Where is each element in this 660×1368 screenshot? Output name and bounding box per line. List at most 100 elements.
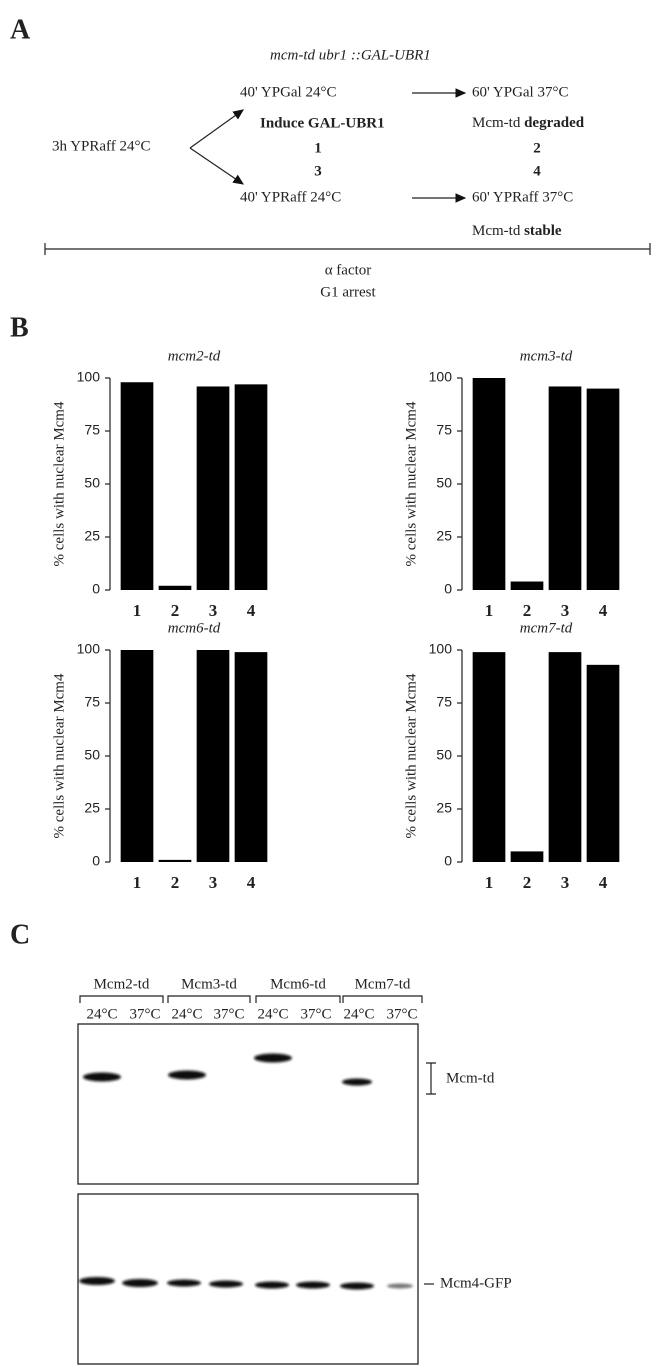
bar bbox=[121, 650, 154, 862]
band bbox=[167, 1280, 201, 1287]
result-word: stable bbox=[524, 223, 562, 239]
bar bbox=[549, 386, 582, 590]
result: Mcm-td degraded bbox=[472, 115, 585, 131]
bar bbox=[511, 851, 544, 862]
y-tick-label: 0 bbox=[92, 853, 100, 869]
bar bbox=[121, 382, 154, 590]
y-tick-label: 75 bbox=[436, 422, 452, 438]
result-word: degraded bbox=[524, 115, 585, 131]
band bbox=[209, 1281, 243, 1288]
band bbox=[83, 1073, 121, 1082]
y-tick-label: 25 bbox=[84, 800, 100, 816]
x-tick-label: 1 bbox=[485, 873, 494, 892]
band bbox=[387, 1284, 413, 1289]
strain: mcm-td ubr1 ::GAL-UBR1 bbox=[270, 47, 431, 63]
condition: 4 bbox=[533, 163, 541, 179]
y-axis-label: % cells with nuclear Mcm4 bbox=[51, 673, 67, 838]
arrow bbox=[190, 148, 243, 184]
band-label: Mcm4-GFP bbox=[440, 1275, 512, 1291]
x-tick-label: 2 bbox=[171, 601, 180, 620]
y-tick-label: 25 bbox=[436, 800, 452, 816]
y-tick-label: 50 bbox=[436, 475, 452, 491]
lane-group: Mcm2-td bbox=[94, 976, 150, 992]
condition: 2 bbox=[533, 140, 541, 156]
lane-temperature: 24°C bbox=[343, 1006, 374, 1022]
x-tick-label: 4 bbox=[247, 873, 256, 892]
y-tick-label: 0 bbox=[444, 853, 452, 869]
step: 40' YPGal 24°C bbox=[240, 84, 336, 100]
lane-temperature: 37°C bbox=[129, 1006, 160, 1022]
y-tick-label: 0 bbox=[444, 581, 452, 597]
result-prefix: Mcm-td bbox=[472, 115, 521, 131]
lane-group: Mcm7-td bbox=[355, 976, 411, 992]
y-tick-label: 75 bbox=[84, 694, 100, 710]
panel-label: B bbox=[10, 312, 29, 343]
band-label: Mcm-td bbox=[446, 1070, 495, 1086]
bar bbox=[197, 386, 230, 590]
panel-label: A bbox=[10, 14, 31, 45]
x-tick-label: 3 bbox=[561, 601, 570, 620]
western-blot: Mcm-td Mcm4-GFP bbox=[78, 1024, 512, 1364]
chart-title: mcm2-td bbox=[168, 348, 221, 364]
chart-title: mcm6-td bbox=[168, 620, 221, 636]
panel-label: C bbox=[10, 919, 30, 950]
y-tick-label: 100 bbox=[77, 369, 101, 385]
condition: 3 bbox=[314, 163, 322, 179]
x-tick-label: 3 bbox=[561, 873, 570, 892]
lane-temperature: 24°C bbox=[257, 1006, 288, 1022]
step: 60' YPRaff 37°C bbox=[472, 189, 573, 205]
bar bbox=[197, 650, 230, 862]
y-tick-label: 50 bbox=[436, 747, 452, 763]
group-bracket bbox=[343, 996, 422, 1003]
step: 60' YPGal 37°C bbox=[472, 84, 568, 100]
band bbox=[79, 1277, 115, 1285]
blot-frame bbox=[78, 1024, 418, 1184]
x-tick-label: 1 bbox=[133, 601, 142, 620]
bar bbox=[235, 384, 268, 590]
band bbox=[296, 1282, 330, 1289]
x-tick-label: 1 bbox=[485, 601, 494, 620]
y-tick-label: 25 bbox=[84, 528, 100, 544]
group-bracket bbox=[256, 996, 340, 1003]
band bbox=[340, 1283, 374, 1290]
band bbox=[168, 1071, 206, 1080]
y-tick-label: 25 bbox=[436, 528, 452, 544]
note: Induce GAL-UBR1 bbox=[260, 115, 385, 131]
lane-group: Mcm6-td bbox=[270, 976, 326, 992]
bar bbox=[511, 582, 544, 590]
x-tick-label: 2 bbox=[523, 873, 532, 892]
band bbox=[122, 1279, 158, 1287]
bar bbox=[587, 389, 620, 590]
result: Mcm-td stable bbox=[472, 223, 562, 239]
group-bracket bbox=[80, 996, 163, 1003]
x-tick-label: 3 bbox=[209, 873, 218, 892]
y-axis-label: % cells with nuclear Mcm4 bbox=[51, 401, 67, 566]
lane-temperature: 24°C bbox=[86, 1006, 117, 1022]
bar bbox=[159, 586, 192, 590]
lane-group: Mcm3-td bbox=[181, 976, 237, 992]
band bbox=[255, 1282, 289, 1289]
lane-temperature: 37°C bbox=[300, 1006, 331, 1022]
x-tick-label: 4 bbox=[247, 601, 256, 620]
x-tick-label: 4 bbox=[599, 601, 608, 620]
x-tick-label: 4 bbox=[599, 873, 608, 892]
chart-title: mcm7-td bbox=[520, 620, 573, 636]
arrest-agent: α factor bbox=[325, 262, 372, 278]
arrow bbox=[190, 110, 243, 148]
band bbox=[342, 1079, 372, 1086]
y-tick-label: 0 bbox=[92, 581, 100, 597]
start: 3h YPRaff 24°C bbox=[52, 138, 151, 154]
bar bbox=[473, 378, 506, 590]
arrest: G1 arrest bbox=[320, 284, 376, 300]
lane-temperature: 37°C bbox=[213, 1006, 244, 1022]
group-bracket bbox=[168, 996, 250, 1003]
blot-frame bbox=[78, 1194, 418, 1364]
y-tick-label: 100 bbox=[429, 641, 453, 657]
band bbox=[254, 1054, 292, 1063]
bar bbox=[159, 860, 192, 862]
y-tick-label: 100 bbox=[429, 369, 453, 385]
y-tick-label: 75 bbox=[84, 422, 100, 438]
bar bbox=[549, 652, 582, 862]
x-tick-label: 2 bbox=[171, 873, 180, 892]
bar bbox=[235, 652, 268, 862]
